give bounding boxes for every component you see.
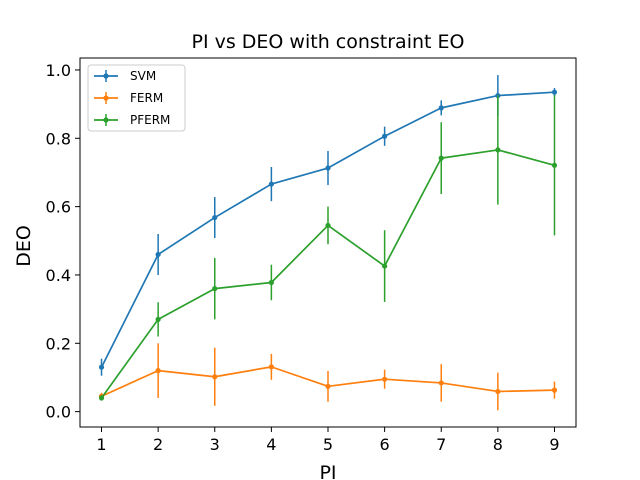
legend-marker-pferm xyxy=(103,117,109,123)
y-tick-label-0.8: 0.8 xyxy=(46,129,71,148)
legend-marker-svm xyxy=(103,73,109,79)
point-ferm-2 xyxy=(155,368,161,374)
point-pferm-2 xyxy=(155,316,161,322)
point-pferm-8 xyxy=(495,147,501,153)
x-tick-label-5: 5 xyxy=(323,435,333,454)
x-tick-label-4: 4 xyxy=(266,435,276,454)
point-pferm-3 xyxy=(212,286,218,292)
legend-marker-ferm xyxy=(103,95,109,101)
point-ferm-9 xyxy=(551,387,558,393)
point-svm-5 xyxy=(325,165,331,171)
point-pferm-1 xyxy=(98,395,105,401)
point-svm-7 xyxy=(438,105,444,111)
point-svm-2 xyxy=(155,251,161,258)
legend: SVM FERM PFERM xyxy=(87,64,186,132)
point-pferm-9 xyxy=(551,162,558,168)
plot-area: 1 2 3 4 5 6 7 8 9 0.0 0.2 0.4 0.6 0.8 1.0 xyxy=(46,57,577,454)
point-svm-3 xyxy=(212,214,218,221)
point-svm-1 xyxy=(98,364,105,370)
point-ferm-4 xyxy=(268,364,274,370)
y-tick-label-1.0: 1.0 xyxy=(46,61,71,80)
point-ferm-8 xyxy=(495,388,501,395)
legend-entry-svm: SVM xyxy=(94,69,156,83)
series-pferm xyxy=(98,95,558,401)
x-tick-label-3: 3 xyxy=(210,435,220,454)
point-pferm-5 xyxy=(325,222,331,229)
point-pferm-6 xyxy=(382,263,388,269)
point-svm-4 xyxy=(268,181,274,187)
legend-entry-ferm: FERM xyxy=(94,91,163,105)
chart-title: PI vs DEO with constraint EO xyxy=(192,31,465,53)
x-tick-label-7: 7 xyxy=(436,435,446,454)
x-axis-label: PI xyxy=(319,462,336,480)
x-tick-label-9: 9 xyxy=(549,435,559,454)
legend-label-pferm: PFERM xyxy=(130,113,170,127)
point-pferm-7 xyxy=(438,155,444,161)
legend-entry-pferm: PFERM xyxy=(94,113,170,127)
x-tick-label-2: 2 xyxy=(153,435,163,454)
y-tick-label-0.6: 0.6 xyxy=(46,198,71,217)
point-ferm-3 xyxy=(212,374,218,380)
point-svm-9 xyxy=(551,89,558,95)
y-tick-label-0.0: 0.0 xyxy=(46,403,71,422)
point-ferm-5 xyxy=(325,383,331,389)
x-tick-label-1: 1 xyxy=(96,435,106,454)
point-svm-6 xyxy=(382,133,388,139)
point-ferm-7 xyxy=(438,380,444,386)
y-tick-label-0.2: 0.2 xyxy=(46,334,71,353)
point-ferm-6 xyxy=(382,376,388,382)
x-tick-label-6: 6 xyxy=(380,435,390,454)
legend-box xyxy=(87,64,186,132)
y-tick-label-0.4: 0.4 xyxy=(46,266,71,285)
legend-label-ferm: FERM xyxy=(130,91,163,105)
point-pferm-4 xyxy=(268,279,274,286)
legend-label-svm: SVM xyxy=(130,69,156,83)
x-tick-label-8: 8 xyxy=(493,435,503,454)
y-axis-label: DEO xyxy=(13,225,35,267)
